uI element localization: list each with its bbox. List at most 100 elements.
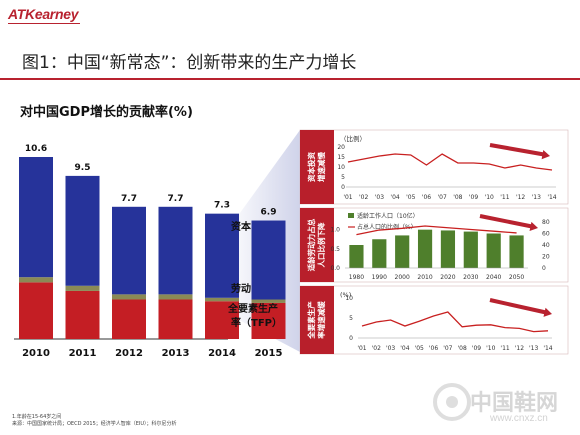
panel3-ytick: 10: [345, 295, 353, 302]
panel2-ytick-right: 20: [542, 254, 550, 261]
x-tick-label: 2014: [208, 348, 236, 359]
panel2-ytick-left: 0.5: [330, 246, 340, 253]
bar-segment: [158, 294, 193, 300]
bar-segment: [112, 206, 146, 295]
panel1-xtick: '04: [390, 194, 399, 201]
panel3-xtick: '05: [415, 345, 424, 352]
panel1-arrow-shaft: [489, 143, 545, 157]
bar-segment: [205, 297, 239, 302]
bar-segment: [65, 290, 100, 339]
panel2-xtick: 1980: [349, 274, 364, 281]
panel1-ylabel: （比例）: [340, 134, 366, 143]
panel2-ytick-right: 80: [542, 219, 550, 226]
panel1-ytick: 0: [341, 184, 345, 191]
bar-segment: [205, 213, 239, 298]
panel2-legend-line-label: 占总人口的比例（%）: [357, 223, 417, 231]
panel2-bar: [486, 233, 501, 268]
bar-segment: [65, 285, 100, 291]
watermark-url: www.cnxz.cn: [490, 413, 548, 424]
panel2-xtick: 2020: [440, 274, 455, 281]
footnote-line-2: 来源：中国国家统计局；OECD 2015；经济学人智库（EIU）；科尔尼分析: [12, 421, 177, 427]
panel1-ytick: 20: [337, 144, 345, 151]
bar-segment: [19, 277, 53, 283]
panel1-xtick: '01: [343, 194, 352, 201]
footnote: 1.年龄在15-64岁之间 来源：中国国家统计局；OECD 2015；经济学人智…: [12, 414, 177, 428]
panel3-xtick: '09: [472, 345, 481, 352]
panel1-xtick: '07: [438, 194, 447, 201]
panel2-ytick-left: 1.0: [330, 227, 340, 234]
brand-logo: ATKearney: [8, 6, 79, 22]
bar-segment: [19, 157, 53, 278]
panel2-xtick: 2010: [417, 274, 432, 281]
panel2-legend-bar-swatch: [348, 213, 354, 218]
x-tick-label: 2011: [69, 348, 97, 359]
right-panel-frame: [299, 207, 569, 283]
panel2-xtick: 2030: [463, 274, 478, 281]
watermark-text: 中国鞋网: [470, 391, 559, 416]
panel2-bar: [509, 235, 524, 268]
panel3-ytick: 5: [349, 315, 353, 322]
panel3-xtick: '07: [443, 345, 452, 352]
panel2-xtick: 1990: [372, 274, 387, 281]
bar-segment: [65, 175, 100, 286]
panel2-bar: [372, 239, 387, 268]
panel3-xtick: '12: [515, 345, 524, 352]
right-panel-label-text: 全要素生产: [306, 301, 316, 340]
panel2-bar: [395, 235, 410, 268]
footnote-line-1: 1.年龄在15-64岁之间: [12, 414, 62, 420]
right-panel-label-text: 人口比例下降: [316, 222, 326, 267]
legend-tfp-line2: 率（TFP）: [231, 316, 282, 329]
panel3-xtick: '03: [386, 345, 395, 352]
panel2-bar: [463, 231, 478, 268]
x-tick-label: 2015: [255, 348, 283, 359]
panel3-series-line: [361, 311, 549, 333]
right-panel-label-text: 率增速减缓: [316, 301, 326, 339]
panel2-xtick: 2050: [509, 274, 524, 281]
right-panel-label-bg: [300, 208, 334, 282]
right-panel-label-bg: [300, 286, 334, 354]
panel3-ytick: 0: [349, 335, 353, 342]
legend-tfp-line1: 全要素生产: [227, 302, 278, 315]
bar-segment: [251, 302, 286, 339]
panel3-xtick: '14: [543, 345, 552, 352]
panel2-bar: [349, 245, 364, 268]
bar-segment: [205, 301, 239, 339]
panel3-xtick: '13: [529, 345, 538, 352]
panel1-xtick: '03: [375, 194, 384, 201]
panel3-xtick: '11: [500, 345, 509, 352]
panel2-ytick-right: 0: [542, 265, 546, 272]
panel2-bar: [440, 230, 456, 268]
title-rule: [0, 78, 580, 80]
x-tick-label: 2013: [162, 348, 190, 359]
panel3-xtick: '08: [458, 345, 467, 352]
panel1-xtick: '06: [422, 194, 431, 201]
panel3-xtick: '04: [400, 345, 409, 352]
panel3-xtick: '10: [486, 345, 495, 352]
panel2-xtick: 2040: [486, 274, 501, 281]
panel1-xtick: '12: [516, 194, 525, 201]
panel2-xtick: 2000: [395, 274, 410, 281]
panel2-ratio-line: [356, 225, 517, 236]
panel1-arrow-head: [541, 149, 550, 160]
panel2-bar: [417, 229, 433, 268]
bar-segment: [112, 294, 146, 300]
panel1-ytick: 10: [337, 164, 345, 171]
panel1-xtick: '02: [359, 194, 368, 201]
bar-total-label: 6.9: [261, 208, 277, 218]
bar-segment: [112, 299, 146, 339]
panel1-series-line: [347, 153, 553, 171]
left-chart-title: 对中国GDP增长的贡献率(%): [20, 105, 193, 120]
panel2-ytick-right: 40: [542, 242, 550, 249]
panel3-xtick: '01: [357, 345, 366, 352]
right-panel-label-text: 资本投资: [306, 152, 316, 182]
right-panel-label-text: 增速减慢: [316, 152, 326, 182]
panel3-xtick: '02: [372, 345, 381, 352]
panel1-xtick: '10: [485, 194, 494, 201]
bar-total-label: 9.5: [75, 163, 91, 173]
bar-total-label: 7.7: [121, 194, 137, 204]
x-tick-label: 2010: [22, 348, 50, 359]
legend-labor: 劳动: [231, 282, 251, 295]
bar-segment: [158, 299, 193, 339]
panel2-legend-bar-label: 适龄工作人口（10亿）: [357, 212, 419, 220]
right-panel-label-text: 适龄劳动力占总: [306, 218, 316, 271]
